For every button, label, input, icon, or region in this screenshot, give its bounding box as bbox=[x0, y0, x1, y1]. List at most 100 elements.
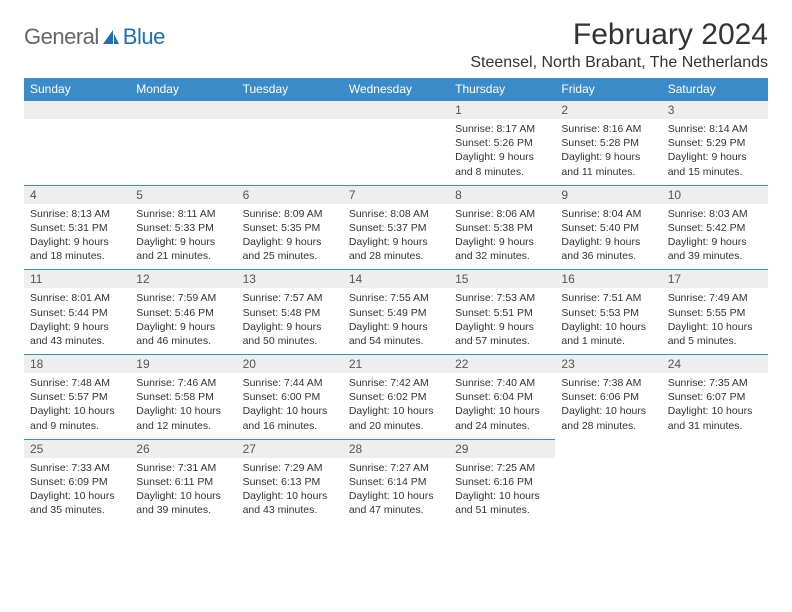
location-text: Steensel, North Brabant, The Netherlands bbox=[470, 54, 768, 72]
calendar-day-cell: 18Sunrise: 7:48 AMSunset: 5:57 PMDayligh… bbox=[24, 355, 130, 440]
calendar-empty-cell bbox=[24, 101, 130, 186]
day-details: Sunrise: 8:16 AMSunset: 5:28 PMDaylight:… bbox=[555, 119, 661, 185]
day-number: 6 bbox=[237, 186, 343, 204]
day-details: Sunrise: 7:38 AMSunset: 6:06 PMDaylight:… bbox=[555, 373, 661, 439]
logo-text-blue: Blue bbox=[123, 24, 165, 50]
day-number: 13 bbox=[237, 270, 343, 288]
day-details: Sunrise: 7:35 AMSunset: 6:07 PMDaylight:… bbox=[662, 373, 768, 439]
calendar-day-cell: 8Sunrise: 8:06 AMSunset: 5:38 PMDaylight… bbox=[449, 185, 555, 270]
weekday-header: Friday bbox=[555, 78, 661, 101]
day-number: 25 bbox=[24, 440, 130, 458]
calendar-empty-cell bbox=[130, 101, 236, 186]
weekday-header: Sunday bbox=[24, 78, 130, 101]
calendar-day-cell: 26Sunrise: 7:31 AMSunset: 6:11 PMDayligh… bbox=[130, 439, 236, 523]
calendar-row: 11Sunrise: 8:01 AMSunset: 5:44 PMDayligh… bbox=[24, 270, 768, 355]
day-number: 16 bbox=[555, 270, 661, 288]
logo-sail-icon bbox=[101, 28, 121, 46]
calendar-day-cell: 3Sunrise: 8:14 AMSunset: 5:29 PMDaylight… bbox=[662, 101, 768, 186]
calendar-header-row: SundayMondayTuesdayWednesdayThursdayFrid… bbox=[24, 78, 768, 101]
calendar-day-cell: 7Sunrise: 8:08 AMSunset: 5:37 PMDaylight… bbox=[343, 185, 449, 270]
day-number: 19 bbox=[130, 355, 236, 373]
day-number: 12 bbox=[130, 270, 236, 288]
day-number: 10 bbox=[662, 186, 768, 204]
calendar-row: 18Sunrise: 7:48 AMSunset: 5:57 PMDayligh… bbox=[24, 355, 768, 440]
day-details: Sunrise: 7:49 AMSunset: 5:55 PMDaylight:… bbox=[662, 288, 768, 354]
day-details: Sunrise: 8:03 AMSunset: 5:42 PMDaylight:… bbox=[662, 204, 768, 270]
day-number-empty bbox=[343, 101, 449, 119]
day-number: 17 bbox=[662, 270, 768, 288]
day-details: Sunrise: 8:11 AMSunset: 5:33 PMDaylight:… bbox=[130, 204, 236, 270]
calendar-day-cell: 29Sunrise: 7:25 AMSunset: 6:16 PMDayligh… bbox=[449, 439, 555, 523]
calendar-day-cell: 10Sunrise: 8:03 AMSunset: 5:42 PMDayligh… bbox=[662, 185, 768, 270]
day-details: Sunrise: 7:53 AMSunset: 5:51 PMDaylight:… bbox=[449, 288, 555, 354]
calendar-row: 4Sunrise: 8:13 AMSunset: 5:31 PMDaylight… bbox=[24, 185, 768, 270]
calendar-day-cell: 20Sunrise: 7:44 AMSunset: 6:00 PMDayligh… bbox=[237, 355, 343, 440]
calendar-day-cell: 4Sunrise: 8:13 AMSunset: 5:31 PMDaylight… bbox=[24, 185, 130, 270]
weekday-header: Wednesday bbox=[343, 78, 449, 101]
day-number: 29 bbox=[449, 440, 555, 458]
calendar-day-cell: 27Sunrise: 7:29 AMSunset: 6:13 PMDayligh… bbox=[237, 439, 343, 523]
calendar-day-cell: 17Sunrise: 7:49 AMSunset: 5:55 PMDayligh… bbox=[662, 270, 768, 355]
calendar-day-cell: 24Sunrise: 7:35 AMSunset: 6:07 PMDayligh… bbox=[662, 355, 768, 440]
calendar-day-cell: 9Sunrise: 8:04 AMSunset: 5:40 PMDaylight… bbox=[555, 185, 661, 270]
calendar-day-cell: 15Sunrise: 7:53 AMSunset: 5:51 PMDayligh… bbox=[449, 270, 555, 355]
day-details: Sunrise: 7:27 AMSunset: 6:14 PMDaylight:… bbox=[343, 458, 449, 524]
day-number: 14 bbox=[343, 270, 449, 288]
calendar-empty-cell bbox=[237, 101, 343, 186]
day-details: Sunrise: 7:42 AMSunset: 6:02 PMDaylight:… bbox=[343, 373, 449, 439]
calendar-day-cell: 11Sunrise: 8:01 AMSunset: 5:44 PMDayligh… bbox=[24, 270, 130, 355]
day-details: Sunrise: 8:13 AMSunset: 5:31 PMDaylight:… bbox=[24, 204, 130, 270]
day-number-empty bbox=[24, 101, 130, 119]
weekday-header: Monday bbox=[130, 78, 236, 101]
calendar-day-cell: 22Sunrise: 7:40 AMSunset: 6:04 PMDayligh… bbox=[449, 355, 555, 440]
calendar-day-cell: 16Sunrise: 7:51 AMSunset: 5:53 PMDayligh… bbox=[555, 270, 661, 355]
weekday-header: Saturday bbox=[662, 78, 768, 101]
day-details: Sunrise: 8:17 AMSunset: 5:26 PMDaylight:… bbox=[449, 119, 555, 185]
calendar-body: 1Sunrise: 8:17 AMSunset: 5:26 PMDaylight… bbox=[24, 101, 768, 524]
calendar-day-cell: 25Sunrise: 7:33 AMSunset: 6:09 PMDayligh… bbox=[24, 439, 130, 523]
calendar-day-cell: 19Sunrise: 7:46 AMSunset: 5:58 PMDayligh… bbox=[130, 355, 236, 440]
day-details: Sunrise: 7:31 AMSunset: 6:11 PMDaylight:… bbox=[130, 458, 236, 524]
day-details: Sunrise: 7:25 AMSunset: 6:16 PMDaylight:… bbox=[449, 458, 555, 524]
day-details: Sunrise: 7:33 AMSunset: 6:09 PMDaylight:… bbox=[24, 458, 130, 524]
day-details: Sunrise: 7:44 AMSunset: 6:00 PMDaylight:… bbox=[237, 373, 343, 439]
day-number: 1 bbox=[449, 101, 555, 119]
calendar-row: 25Sunrise: 7:33 AMSunset: 6:09 PMDayligh… bbox=[24, 439, 768, 523]
header: General Blue February 2024 Steensel, Nor… bbox=[24, 18, 768, 72]
day-number: 11 bbox=[24, 270, 130, 288]
day-details: Sunrise: 7:55 AMSunset: 5:49 PMDaylight:… bbox=[343, 288, 449, 354]
calendar-day-cell: 12Sunrise: 7:59 AMSunset: 5:46 PMDayligh… bbox=[130, 270, 236, 355]
day-details: Sunrise: 7:57 AMSunset: 5:48 PMDaylight:… bbox=[237, 288, 343, 354]
weekday-header: Thursday bbox=[449, 78, 555, 101]
day-number: 27 bbox=[237, 440, 343, 458]
calendar-empty-cell bbox=[555, 439, 661, 523]
day-number-empty bbox=[130, 101, 236, 119]
day-number: 15 bbox=[449, 270, 555, 288]
day-details: Sunrise: 8:06 AMSunset: 5:38 PMDaylight:… bbox=[449, 204, 555, 270]
logo: General Blue bbox=[24, 24, 165, 50]
calendar-empty-cell bbox=[343, 101, 449, 186]
day-details: Sunrise: 8:04 AMSunset: 5:40 PMDaylight:… bbox=[555, 204, 661, 270]
day-details: Sunrise: 7:51 AMSunset: 5:53 PMDaylight:… bbox=[555, 288, 661, 354]
day-details: Sunrise: 8:08 AMSunset: 5:37 PMDaylight:… bbox=[343, 204, 449, 270]
calendar-empty-cell bbox=[662, 439, 768, 523]
day-number: 3 bbox=[662, 101, 768, 119]
calendar-day-cell: 5Sunrise: 8:11 AMSunset: 5:33 PMDaylight… bbox=[130, 185, 236, 270]
calendar-row: 1Sunrise: 8:17 AMSunset: 5:26 PMDaylight… bbox=[24, 101, 768, 186]
day-details: Sunrise: 8:14 AMSunset: 5:29 PMDaylight:… bbox=[662, 119, 768, 185]
day-number: 4 bbox=[24, 186, 130, 204]
day-number: 2 bbox=[555, 101, 661, 119]
day-number-empty bbox=[237, 101, 343, 119]
logo-text-general: General bbox=[24, 24, 99, 50]
calendar-day-cell: 6Sunrise: 8:09 AMSunset: 5:35 PMDaylight… bbox=[237, 185, 343, 270]
page-title: February 2024 bbox=[470, 18, 768, 52]
day-details: Sunrise: 7:46 AMSunset: 5:58 PMDaylight:… bbox=[130, 373, 236, 439]
day-details: Sunrise: 8:01 AMSunset: 5:44 PMDaylight:… bbox=[24, 288, 130, 354]
day-number: 18 bbox=[24, 355, 130, 373]
calendar-day-cell: 13Sunrise: 7:57 AMSunset: 5:48 PMDayligh… bbox=[237, 270, 343, 355]
day-number: 7 bbox=[343, 186, 449, 204]
calendar-day-cell: 1Sunrise: 8:17 AMSunset: 5:26 PMDaylight… bbox=[449, 101, 555, 186]
day-number: 28 bbox=[343, 440, 449, 458]
day-number: 23 bbox=[555, 355, 661, 373]
calendar-table: SundayMondayTuesdayWednesdayThursdayFrid… bbox=[24, 78, 768, 523]
